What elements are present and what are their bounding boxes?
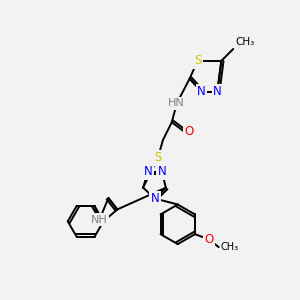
- Text: N: N: [151, 192, 159, 205]
- Text: N: N: [213, 85, 222, 98]
- Text: N: N: [197, 85, 206, 98]
- Text: N: N: [158, 165, 166, 178]
- Text: HN: HN: [168, 98, 185, 108]
- Text: O: O: [184, 125, 193, 138]
- Text: S: S: [194, 54, 201, 67]
- Text: CH₃: CH₃: [221, 242, 239, 252]
- Text: O: O: [204, 233, 213, 246]
- Text: S: S: [154, 152, 162, 164]
- Text: CH₃: CH₃: [235, 37, 254, 47]
- Text: NH: NH: [91, 215, 108, 225]
- Text: N: N: [144, 165, 152, 178]
